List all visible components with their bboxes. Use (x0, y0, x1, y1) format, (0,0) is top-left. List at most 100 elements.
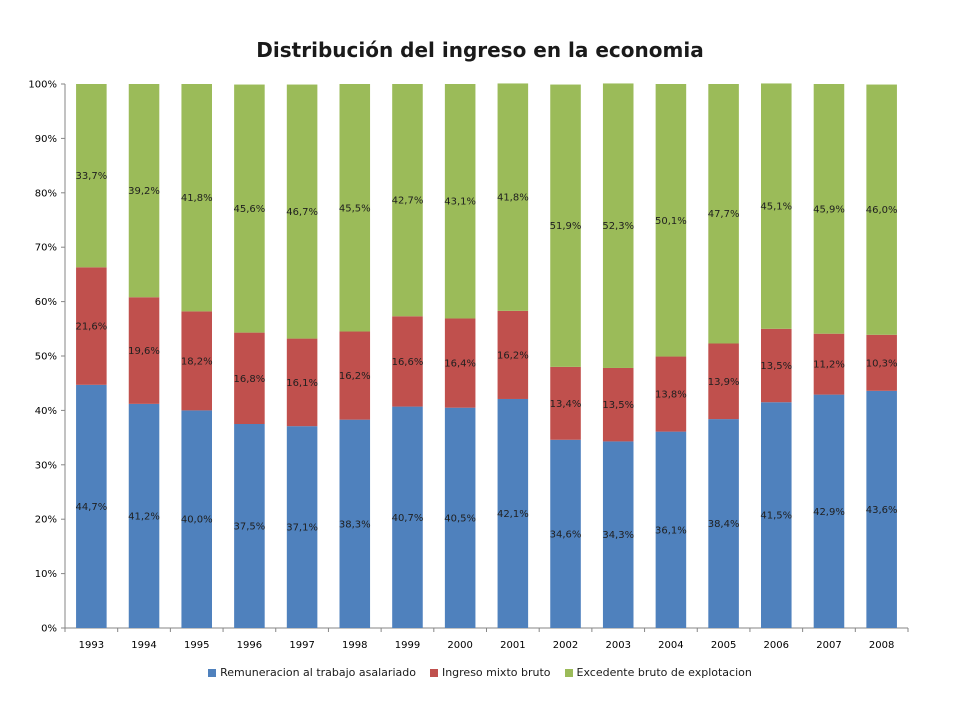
data-label: 47,7% (708, 209, 740, 220)
data-label: 34,6% (550, 529, 582, 540)
data-label: 18,2% (181, 356, 213, 367)
bar-segment-excedente (444, 84, 476, 319)
x-tick-label: 1993 (79, 640, 104, 651)
data-label: 52,3% (602, 221, 634, 232)
legend-item-ingreso-mixto: Ingreso mixto bruto (429, 666, 551, 679)
data-label: 41,8% (181, 193, 213, 204)
data-label: 45,9% (813, 204, 845, 215)
data-label: 42,7% (392, 196, 424, 207)
bar-segment-ingreso-mixto (234, 332, 265, 424)
bar-segment-ingreso-mixto (761, 328, 792, 403)
y-tick-label: 10% (35, 569, 57, 580)
data-label: 16,2% (339, 371, 371, 382)
x-tick-label: 1997 (289, 640, 314, 651)
bar-segment-excedente (181, 84, 212, 312)
x-tick-label: 2004 (658, 640, 683, 651)
legend-swatch-excedente (564, 668, 573, 677)
bar-segment-ingreso-mixto (76, 267, 107, 385)
data-label: 38,3% (339, 519, 371, 530)
data-label: 50,1% (655, 216, 687, 227)
bar-segment-remuneracion (128, 403, 160, 628)
data-label: 21,6% (75, 322, 107, 333)
y-tick-label: 40% (35, 406, 57, 417)
x-tick-label: 1996 (237, 640, 262, 651)
bar-segment-remuneracion (655, 431, 687, 628)
bar-segment-remuneracion (234, 424, 265, 628)
data-label: 46,0% (866, 205, 898, 216)
data-label: 46,7% (286, 207, 318, 218)
legend-label-excedente: Excedente bruto de explotacion (576, 666, 752, 679)
bar-segment-remuneracion (761, 402, 792, 628)
bar-segment-ingreso-mixto (286, 338, 318, 427)
bar-segment-ingreso-mixto (655, 356, 687, 432)
data-label: 36,1% (655, 525, 687, 536)
data-label: 19,6% (128, 346, 160, 357)
data-label: 40,0% (181, 515, 213, 526)
bar-segment-excedente (655, 84, 687, 357)
bar-segment-excedente (708, 84, 739, 344)
y-tick-label: 70% (35, 243, 57, 254)
bar-segment-excedente (286, 84, 318, 339)
legend-item-remuneracion: Remuneracion al trabajo asalariado (208, 666, 416, 679)
bar-segment-excedente (234, 84, 265, 333)
x-tick-label: 2001 (500, 640, 525, 651)
data-label: 37,1% (286, 523, 318, 534)
legend-label-ingreso-mixto: Ingreso mixto bruto (441, 666, 551, 679)
legend: Remuneracion al trabajo asalariado Ingre… (0, 666, 960, 679)
bar-segment-ingreso-mixto (339, 331, 371, 420)
bar-segment-remuneracion (602, 441, 634, 628)
bar-segment-excedente (761, 83, 792, 329)
bar-segment-excedente (866, 84, 897, 335)
data-label: 45,6% (234, 204, 266, 215)
data-label: 13,4% (550, 399, 582, 410)
data-label: 42,1% (497, 509, 529, 520)
legend-item-excedente: Excedente bruto de explotacion (564, 666, 752, 679)
data-label: 33,7% (75, 171, 107, 182)
data-label: 44,7% (75, 502, 107, 513)
bar-segment-ingreso-mixto (128, 297, 160, 404)
x-tick-label: 2003 (605, 640, 630, 651)
legend-swatch-ingreso-mixto (429, 668, 438, 677)
legend-label-remuneracion: Remuneracion al trabajo asalariado (220, 666, 416, 679)
bar-segment-ingreso-mixto (866, 334, 897, 391)
bar-segment-remuneracion (708, 419, 739, 628)
bar-segment-ingreso-mixto (392, 316, 423, 407)
data-label: 11,2% (813, 360, 845, 371)
data-label: 13,5% (602, 400, 634, 411)
data-label: 38,4% (708, 519, 740, 530)
data-label: 41,8% (497, 193, 529, 204)
x-tick-label: 1995 (184, 640, 209, 651)
data-label: 45,5% (339, 203, 371, 214)
data-label: 34,3% (602, 530, 634, 541)
data-label: 16,2% (497, 350, 529, 361)
bar-segment-remuneracion (866, 390, 897, 628)
data-label: 42,9% (813, 507, 845, 518)
y-tick-label: 90% (35, 134, 57, 145)
data-label: 40,7% (392, 513, 424, 524)
y-tick-label: 80% (35, 188, 57, 199)
bar-segment-remuneracion (444, 407, 476, 628)
bar-segment-remuneracion (339, 419, 371, 628)
y-tick-label: 20% (35, 515, 57, 526)
legend-swatch-remuneracion (208, 668, 217, 677)
bar-segment-excedente (602, 83, 634, 368)
y-tick-label: 100% (28, 80, 57, 91)
x-tick-label: 2000 (447, 640, 472, 651)
data-label: 40,5% (444, 513, 476, 524)
bar-segment-remuneracion (550, 439, 581, 628)
y-tick-label: 30% (35, 460, 57, 471)
data-label: 16,6% (392, 357, 424, 368)
data-label: 39,2% (128, 186, 160, 197)
x-tick-label: 2002 (553, 640, 578, 651)
bar-segment-ingreso-mixto (813, 333, 845, 395)
bar-segment-remuneracion (76, 384, 107, 628)
x-tick-label: 2007 (816, 640, 841, 651)
bar-segment-remuneracion (497, 398, 529, 628)
data-label: 10,3% (866, 358, 898, 369)
data-label: 13,5% (760, 361, 792, 372)
chart-title: Distribución del ingreso en la economia (256, 38, 704, 62)
data-label: 43,6% (866, 505, 898, 516)
bar-segment-remuneracion (286, 426, 318, 628)
